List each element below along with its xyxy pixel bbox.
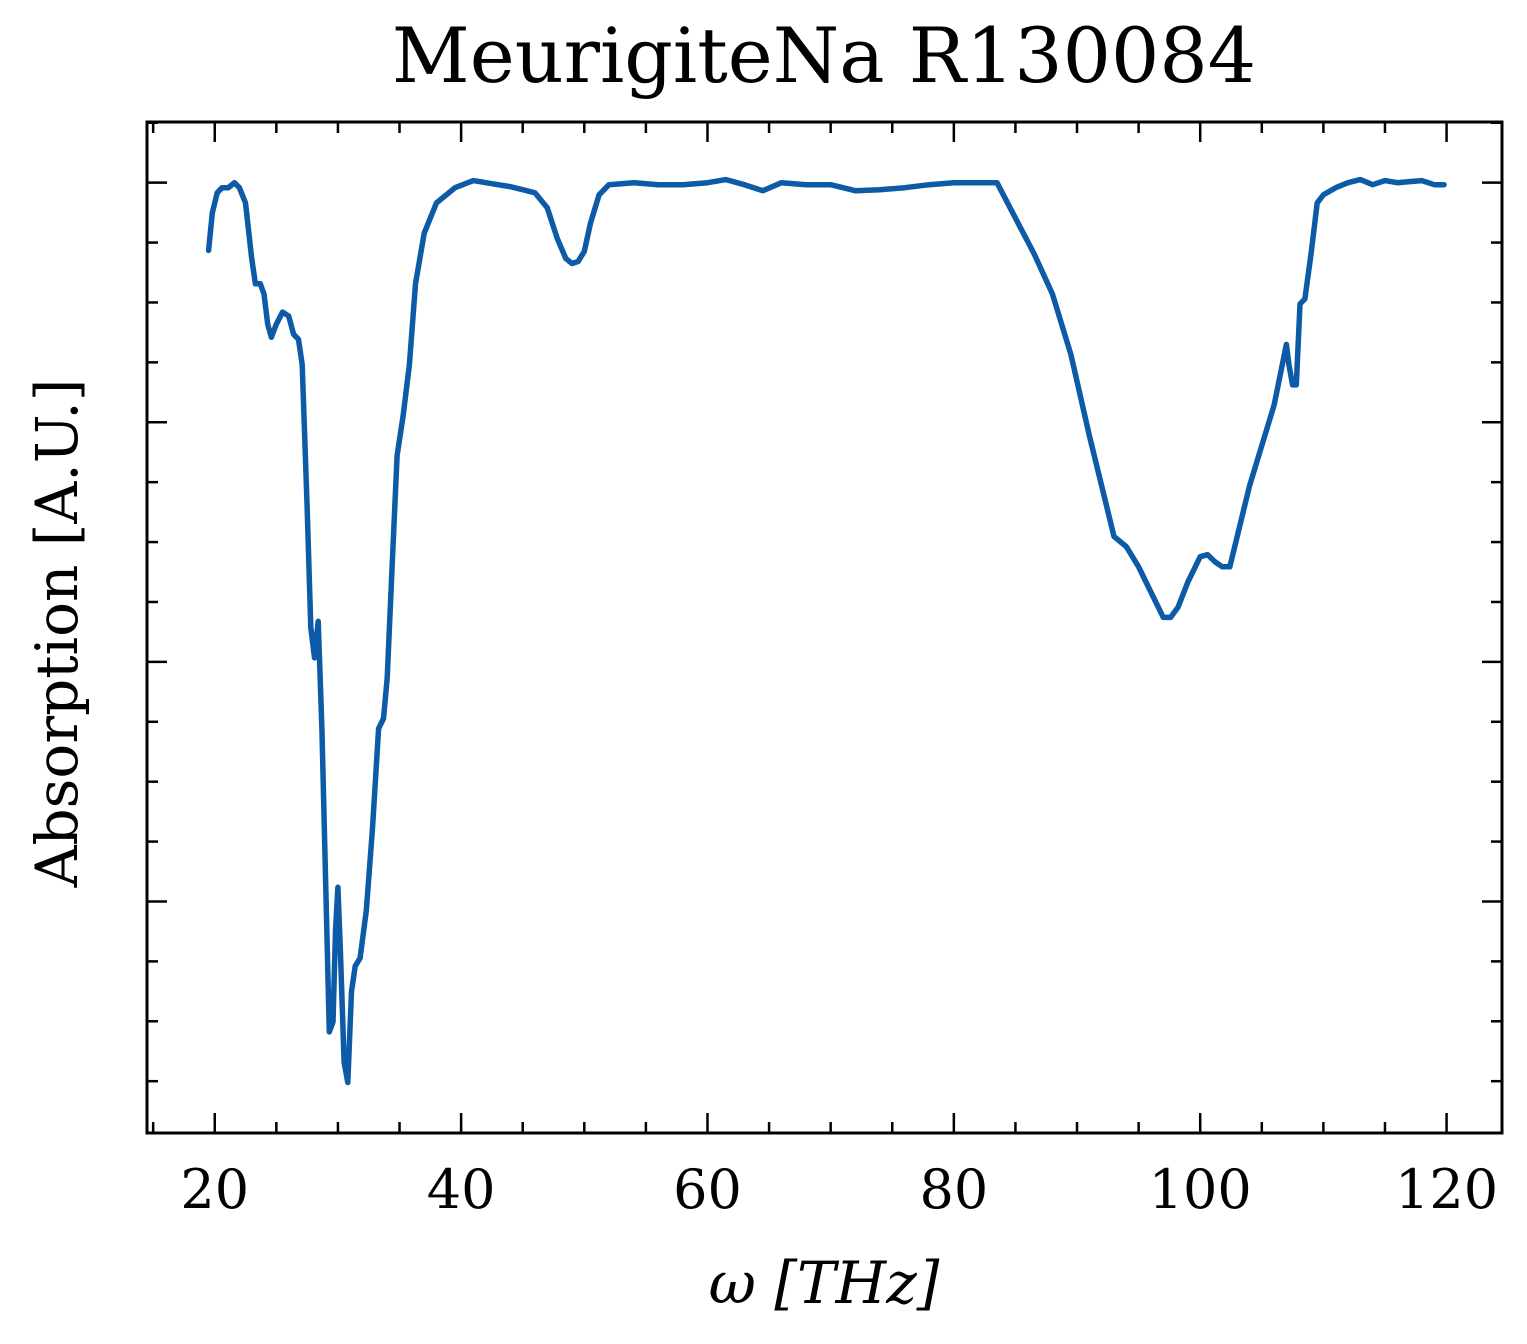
- x-axis-label: ω [THz]: [709, 1249, 940, 1317]
- plot-frame: [145, 120, 1504, 1135]
- x-tick-label: 20: [180, 1158, 249, 1221]
- series-group: [205, 176, 1447, 1086]
- x-tick-label: 60: [673, 1158, 742, 1221]
- x-axis-ticks: [151, 122, 1448, 1133]
- x-tick-label: 80: [919, 1158, 988, 1221]
- x-tick-label: 120: [1395, 1158, 1498, 1221]
- x-tick-label: 40: [427, 1158, 496, 1221]
- plot-frame-rect: [145, 120, 1504, 1135]
- x-tick-label: 100: [1149, 1158, 1252, 1221]
- series-line-0: [205, 176, 1447, 1086]
- y-axis-ticks: [147, 121, 1502, 1083]
- y-axis-label: Absorption [A.U.]: [23, 379, 91, 889]
- x-axis-tick-labels: 20 40 60 80 100 120: [180, 1158, 1498, 1221]
- chart-title: MeurigiteNa R130084: [392, 11, 1256, 100]
